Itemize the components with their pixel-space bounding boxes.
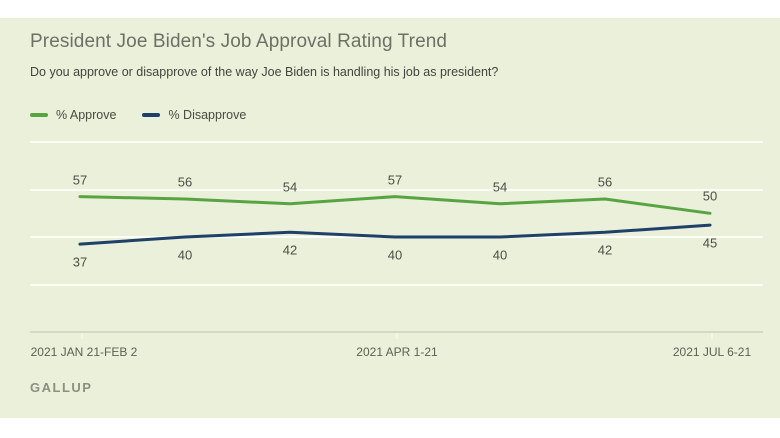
x-axis-line (30, 331, 763, 333)
chart-panel: President Joe Biden's Job Approval Ratin… (0, 18, 780, 418)
legend-label-approve: % Approve (56, 108, 117, 122)
gridline-80 (30, 141, 763, 143)
point-label-disapprove-2: 42 (282, 242, 298, 258)
series-lines-svg (78, 195, 712, 246)
point-label-approve-1: 56 (177, 174, 193, 190)
point-label-disapprove-6: 45 (702, 235, 718, 251)
x-axis-tick-2 (711, 333, 713, 339)
approve-line-swatch-icon (30, 113, 48, 117)
legend-label-disapprove: % Disapprove (168, 108, 247, 122)
series-line-disapprove (78, 223, 712, 246)
legend-item-disapprove: % Disapprove (142, 108, 246, 122)
point-label-disapprove-3: 40 (387, 247, 403, 263)
gridline-20 (30, 283, 763, 286)
point-label-approve-3: 57 (387, 172, 403, 188)
gallup-logo: GALLUP (30, 380, 93, 395)
series-line-approve (78, 195, 712, 215)
chart-subtitle: Do you approve or disapprove of the way … (30, 65, 499, 79)
point-label-approve-5: 56 (597, 174, 613, 190)
x-axis-label-1: 2021 APR 1-21 (356, 345, 438, 359)
chart-title: President Joe Biden's Job Approval Ratin… (30, 31, 448, 52)
x-axis-tick-1 (396, 333, 398, 339)
point-label-disapprove-4: 40 (492, 247, 508, 263)
disapprove-line-swatch-icon (142, 113, 161, 117)
point-label-approve-2: 54 (282, 179, 298, 195)
point-label-disapprove-0: 37 (72, 254, 88, 270)
line-chart-plot-area: 57 56 54 57 54 56 50 37 40 42 40 40 42 45 2021 JAN 21-… (0, 18, 780, 418)
point-label-disapprove-5: 42 (597, 242, 613, 258)
gridline-60 (30, 188, 763, 191)
point-label-disapprove-1: 40 (177, 247, 193, 263)
point-label-approve-4: 54 (492, 179, 508, 195)
legend-item-approve: % Approve (30, 108, 116, 122)
x-axis-tick-0 (81, 333, 83, 339)
x-axis-label-0: 2021 JAN 21-FEB 2 (30, 345, 138, 359)
x-axis-label-2: 2021 JUL 6-21 (672, 345, 752, 359)
chart-legend: % Approve % Disapprove (30, 108, 246, 122)
point-label-approve-6: 50 (702, 188, 718, 204)
point-label-approve-0: 57 (72, 172, 88, 188)
